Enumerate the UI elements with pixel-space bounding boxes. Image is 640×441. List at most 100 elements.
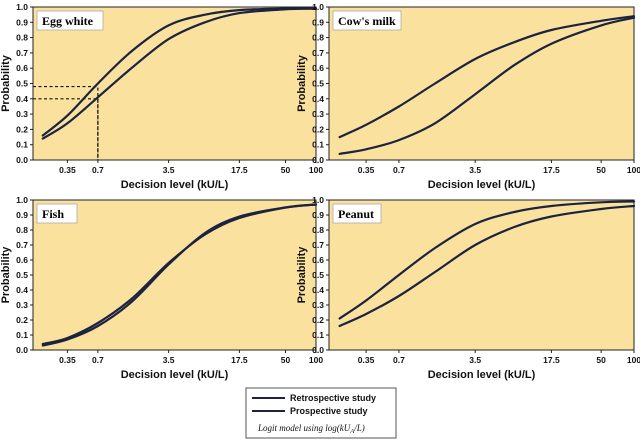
y-tick-label: 0.3 [312, 109, 324, 119]
y-tick-label: 0.0 [16, 155, 28, 165]
y-tick-label: 1.0 [16, 195, 28, 205]
y-tick-label: 0.5 [16, 79, 28, 89]
panels: 0.0 0.1 0.2 0.3 0.4 0.5 0.6 0.7 0.8 0.9 1.0 0.35 0.7… [0, 2, 640, 381]
y-tick-label: 0.8 [16, 225, 28, 235]
y-tick-label: 0.6 [312, 255, 324, 265]
x-tick-label: 0.7 [393, 355, 405, 365]
y-tick-label: 0.4 [16, 285, 28, 295]
panel-title: Peanut [338, 207, 374, 221]
y-tick-label: 0.5 [312, 79, 324, 89]
y-tick-label: 0.6 [16, 255, 28, 265]
x-tick-label: 50 [596, 165, 606, 175]
panel-cow-s-milk-plot-area [329, 7, 634, 160]
x-tick-label: 17.5 [231, 165, 248, 175]
x-tick-label: 50 [596, 355, 606, 365]
y-tick-label: 0.3 [16, 109, 28, 119]
series-line-retrospective-study [338, 200, 636, 320]
panel-cow-s-milk: 0.0 0.1 0.2 0.3 0.4 0.5 0.6 0.7 0.8 0.9 1.0 0.35 0.7… [296, 2, 640, 191]
panel-fish-plot-area [33, 200, 316, 350]
panel-egg-white-frame [32, 6, 317, 161]
y-tick-label: 0.1 [312, 140, 324, 150]
y-tick-label: 0.5 [312, 270, 324, 280]
y-tick-label: 0.7 [312, 48, 324, 58]
legend-label-retrospective: Retrospective study [290, 393, 376, 403]
x-tick-label: 50 [281, 355, 291, 365]
panel-peanut-plot-area [329, 200, 634, 350]
y-tick-label: 0.8 [312, 33, 324, 43]
y-tick-label: 0.2 [16, 124, 28, 134]
series-line-prospective-study [338, 204, 636, 328]
x-axis-title: Decision level (kU/L) [121, 369, 229, 381]
x-tick-label: 100 [309, 165, 323, 175]
panel-title: Cow's milk [338, 14, 396, 28]
y-tick-label: 0.1 [16, 140, 28, 150]
legend-note-suffix: /L) [353, 423, 365, 433]
legend: Retrospective study Prospective study Lo… [245, 387, 397, 439]
y-tick-label: 0.6 [16, 63, 28, 73]
x-tick-label: 0.35 [358, 355, 375, 365]
panel-egg-white-plot-area [33, 7, 316, 160]
x-tick-label: 3.5 [469, 165, 481, 175]
y-tick-label: 0.8 [16, 33, 28, 43]
y-tick-label: 0.2 [16, 315, 28, 325]
y-tick-label: 0.8 [312, 225, 324, 235]
y-axis-title: Probability [0, 246, 12, 304]
x-tick-label: 100 [309, 355, 323, 365]
x-axis-title: Decision level (kU/L) [428, 179, 536, 191]
y-tick-label: 0.7 [312, 240, 324, 250]
panel-label-box [332, 203, 382, 224]
y-tick-label: 0.3 [16, 300, 28, 310]
series-line-retrospective-study [338, 15, 636, 139]
y-tick-label: 0.9 [16, 17, 28, 27]
panel-peanut-frame [328, 199, 635, 351]
series-line-prospective-study [41, 7, 318, 140]
dashed-guide-line [33, 98, 99, 160]
y-tick-label: 0.0 [312, 155, 324, 165]
y-tick-label: 0.0 [16, 345, 28, 355]
y-tick-label: 0.4 [16, 94, 28, 104]
x-tick-label: 17.5 [543, 355, 560, 365]
y-tick-label: 0.3 [312, 300, 324, 310]
y-tick-label: 0.4 [312, 94, 324, 104]
legend-label-prospective: Prospective study [290, 406, 368, 416]
y-tick-label: 0.9 [312, 210, 324, 220]
series-line-prospective-study [338, 16, 636, 155]
legend-note: Logit model using log(kUA/L) [257, 423, 365, 435]
x-tick-label: 0.7 [92, 355, 104, 365]
panel-title: Fish [42, 207, 64, 221]
y-tick-label: 0.1 [16, 330, 28, 340]
x-tick-label: 50 [281, 165, 291, 175]
panel-fish-frame [32, 199, 317, 351]
panel-peanut: 0.0 0.1 0.2 0.3 0.4 0.5 0.6 0.7 0.8 0.9 1.0 0.35 0.7… [296, 195, 640, 381]
x-tick-label: 0.7 [92, 165, 104, 175]
panel-label-box [36, 203, 78, 224]
y-axis-title: Probability [296, 246, 308, 304]
panel-egg-white: 0.0 0.1 0.2 0.3 0.4 0.5 0.6 0.7 0.8 0.9 1.0 0.35 0.7… [0, 2, 323, 191]
y-tick-label: 0.6 [312, 63, 324, 73]
y-tick-label: 0.7 [16, 240, 28, 250]
legend-box [245, 387, 397, 439]
panel-label-box [36, 10, 104, 31]
y-tick-label: 1.0 [16, 2, 28, 12]
x-tick-label: 17.5 [543, 165, 560, 175]
panel-label-box [332, 10, 402, 31]
x-tick-label: 3.5 [163, 355, 175, 365]
y-axis-title: Probability [296, 54, 308, 112]
x-tick-label: 100 [627, 355, 640, 365]
y-tick-label: 0.2 [312, 315, 324, 325]
y-axis-title: Probability [0, 54, 12, 112]
y-tick-label: 0.2 [312, 124, 324, 134]
y-tick-label: 0.9 [16, 210, 28, 220]
x-tick-label: 100 [627, 165, 640, 175]
series-line-prospective-study [41, 203, 318, 347]
y-tick-label: 0.5 [16, 270, 28, 280]
panel-cow-s-milk-frame [328, 6, 635, 161]
x-tick-label: 3.5 [469, 355, 481, 365]
y-tick-label: 0.1 [312, 330, 324, 340]
y-tick-label: 1.0 [312, 195, 324, 205]
y-tick-label: 0.7 [16, 48, 28, 58]
y-tick-label: 0.9 [312, 17, 324, 27]
x-axis-title: Decision level (kU/L) [121, 179, 229, 191]
x-tick-label: 0.35 [59, 165, 76, 175]
